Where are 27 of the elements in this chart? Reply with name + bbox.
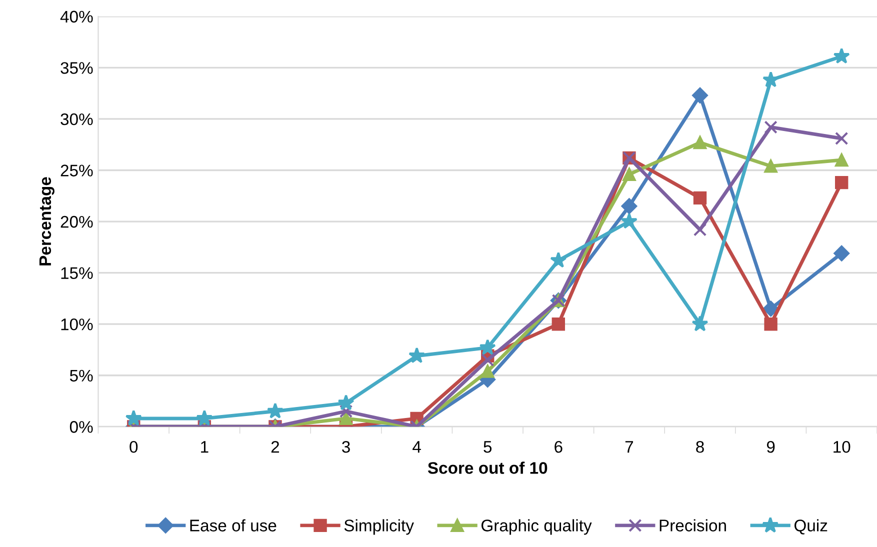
x-tick-label: 2: [271, 440, 280, 453]
y-tick-label: 5%: [70, 370, 93, 382]
legend-label: Graphic quality: [481, 519, 592, 535]
x-tick-label: 0: [130, 440, 138, 453]
y-tick-label: 0%: [70, 421, 93, 433]
y-tick-label: 35%: [60, 62, 93, 74]
y-tick-label: 20%: [60, 216, 93, 228]
x-tick-label: 6: [554, 440, 562, 453]
x-tick-label: 8: [696, 440, 704, 453]
legend-label: Simplicity: [344, 519, 414, 535]
x-tick-label: 10: [834, 440, 850, 453]
legend-label: Ease of use: [190, 519, 276, 532]
x-tick-label: 7: [625, 441, 634, 453]
x-tick-label: 5: [484, 441, 492, 453]
y-tick-label: 30%: [60, 113, 93, 126]
y-tick-label: 40%: [60, 10, 93, 23]
legend-label: Quiz: [794, 519, 828, 534]
y-tick-label: 10%: [61, 318, 93, 330]
y-tick-label: 15%: [61, 267, 93, 280]
x-tick-label: 1: [201, 441, 208, 453]
y-axis-title: Percentage: [39, 177, 54, 266]
x-axis-title: Score out of 10: [428, 462, 548, 474]
x-tick-label: 9: [766, 440, 775, 453]
legend-label: Precision: [660, 519, 726, 532]
x-tick-label: 3: [342, 440, 350, 453]
x-tick-label: 4: [412, 441, 421, 453]
y-tick-label: 25%: [60, 164, 93, 176]
